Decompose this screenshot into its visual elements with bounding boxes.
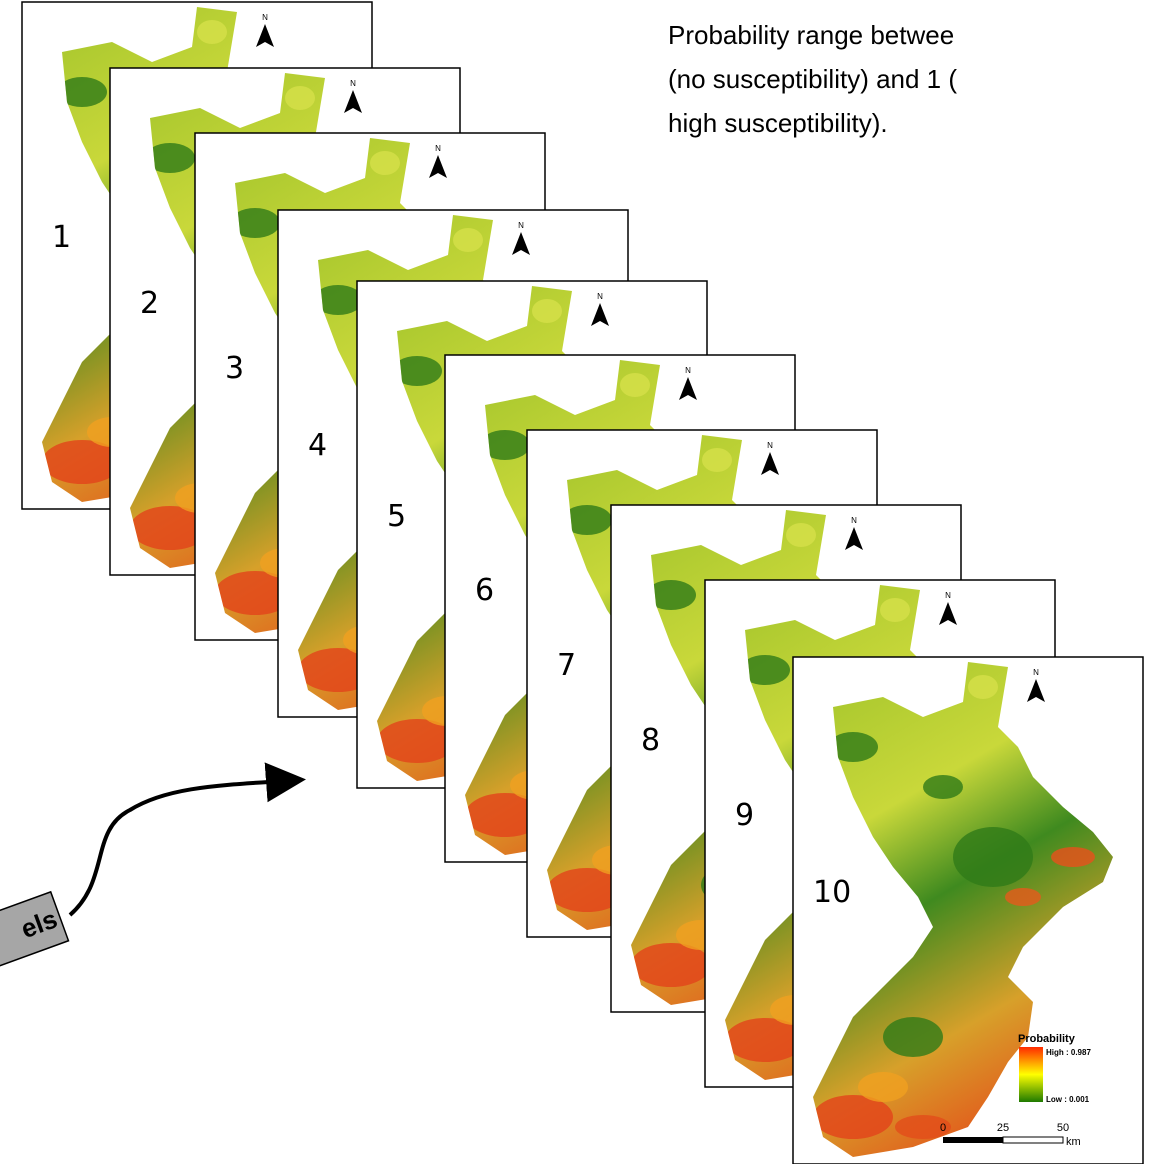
description-line: (no susceptibility) and 1 ( <box>668 64 957 94</box>
north-label: N <box>685 366 691 375</box>
north-label: N <box>518 221 524 230</box>
map-zone <box>953 827 1033 887</box>
map-zone <box>1051 847 1095 867</box>
north-label: N <box>262 13 268 22</box>
map-zone <box>968 675 998 699</box>
panel-number: 7 <box>557 648 576 683</box>
panel-number: 10 <box>813 875 851 910</box>
map-zone <box>858 1072 908 1102</box>
panel-number: 1 <box>52 220 71 255</box>
panel-number: 5 <box>387 499 406 534</box>
north-label: N <box>350 79 356 88</box>
panel-number: 4 <box>308 428 327 463</box>
panel-number: 8 <box>641 723 660 758</box>
map-zone <box>1005 888 1041 906</box>
map-zone <box>620 373 650 397</box>
arrow <box>70 780 298 915</box>
map-zone <box>370 151 400 175</box>
tag: els <box>0 892 68 982</box>
legend-ramp <box>1019 1047 1043 1102</box>
scale-label: 50 <box>1057 1122 1069 1134</box>
legend-title: Probability <box>1018 1033 1076 1045</box>
map-zone <box>532 299 562 323</box>
north-label: N <box>597 292 603 301</box>
map-stack: N 1 N 2 N 3 N 4 N 5 N 6 N 7 N 8 N 9 N 10 Probability High : 0… <box>22 2 1143 1164</box>
north-label: N <box>767 441 773 450</box>
panel-number: 9 <box>735 798 754 833</box>
north-label: N <box>945 591 951 600</box>
map-zone <box>197 20 227 44</box>
scale-label: 25 <box>997 1122 1009 1134</box>
description-line: high susceptibility). <box>668 108 888 138</box>
map-zone <box>453 228 483 252</box>
map-zone <box>285 86 315 110</box>
north-label: N <box>1033 668 1039 677</box>
legend-low: Low : 0.001 <box>1046 1095 1090 1104</box>
map-zone <box>883 1017 943 1057</box>
map-panel: N 10 Probability High : 0.987 Low : 0.001 0 25… <box>793 657 1143 1164</box>
scale-bar-light <box>1003 1137 1063 1143</box>
panel-number: 6 <box>475 573 494 608</box>
page: N 1 N 2 N 3 N 4 N 5 N 6 N 7 N 8 N 9 N 10 Probability High : 0… <box>0 0 1154 1164</box>
north-label: N <box>851 516 857 525</box>
scale-label: 0 <box>940 1122 946 1134</box>
panel-number: 3 <box>225 351 244 386</box>
scale-bar-dark <box>943 1137 1003 1143</box>
legend-high: High : 0.987 <box>1046 1048 1091 1057</box>
map-zone <box>786 523 816 547</box>
panel-number: 2 <box>140 286 159 321</box>
map-zone <box>702 448 732 472</box>
map-zone <box>923 775 963 799</box>
scale-unit: km <box>1066 1136 1081 1148</box>
figure: N 1 N 2 N 3 N 4 N 5 N 6 N 7 N 8 N 9 N 10 Probability High : 0… <box>0 0 1154 1164</box>
map-zone <box>880 598 910 622</box>
north-label: N <box>435 144 441 153</box>
description-line: Probability range betwee <box>668 20 954 50</box>
